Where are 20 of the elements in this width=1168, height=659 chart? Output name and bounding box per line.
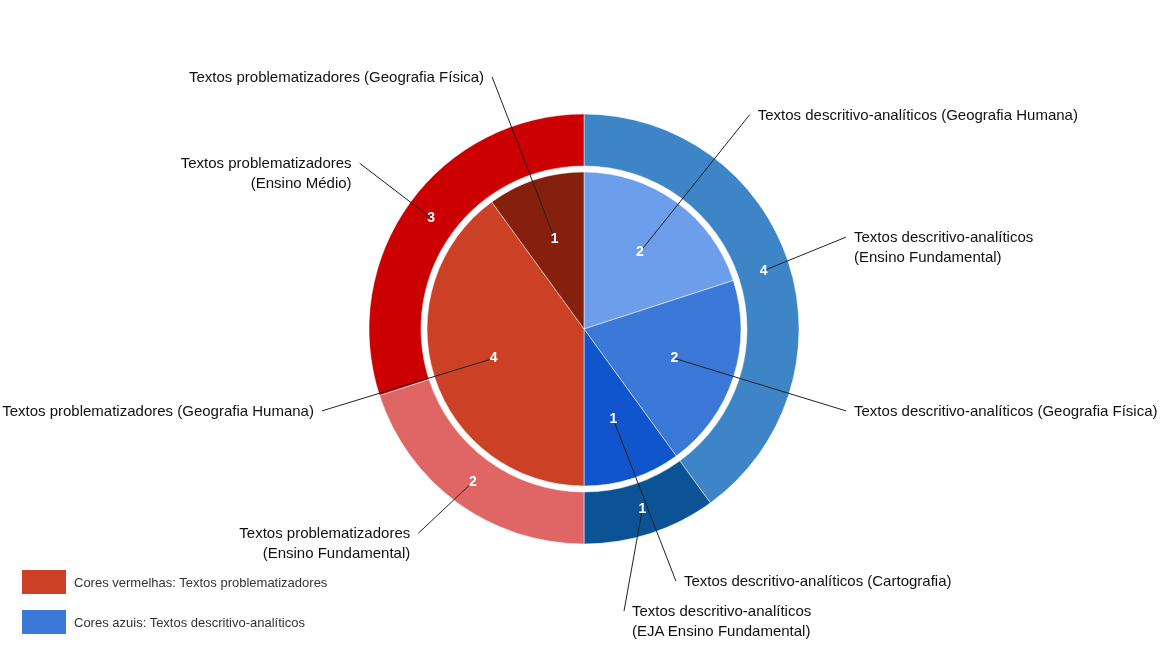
slice-label: Textos problematizadores (Geografia Humana) <box>2 401 314 419</box>
data-label: 1 <box>609 410 618 427</box>
data-label: 4 <box>759 261 768 278</box>
data-label: 2 <box>469 472 478 489</box>
data-label: 1 <box>638 499 647 516</box>
slice-label: Textos descritivo-analíticos (Geografia Física) <box>854 401 1158 419</box>
slice-label: Textos descritivo-analíticos (Geografia Humana) <box>757 105 1078 123</box>
slice-label: Textos problematizadores (Ensino Médio) <box>180 154 352 192</box>
data-label: 3 <box>427 208 436 225</box>
slice-label: Textos problematizadores (Geografia Física) <box>188 67 485 85</box>
data-label: 2 <box>635 243 644 260</box>
data-label: 2 <box>670 349 679 366</box>
slice-label: Textos descritivo-analíticos (EJA Ensino Fundamental) <box>632 602 812 640</box>
slice-label: Textos descritivo-analíticos (Cartografia) <box>683 572 952 590</box>
slice-label: Textos problematizadores (Ensino Fundamental) <box>239 524 411 562</box>
data-label: 4 <box>489 349 498 366</box>
slice-label: Textos descritivo-analíticos (Ensino Fundamental) <box>854 228 1034 266</box>
text: Cores azuis: Textos descritivo-analíticos <box>74 614 305 630</box>
data-label: 1 <box>550 229 559 246</box>
text: Cores vermelhas: Textos problematizadores <box>74 574 328 590</box>
